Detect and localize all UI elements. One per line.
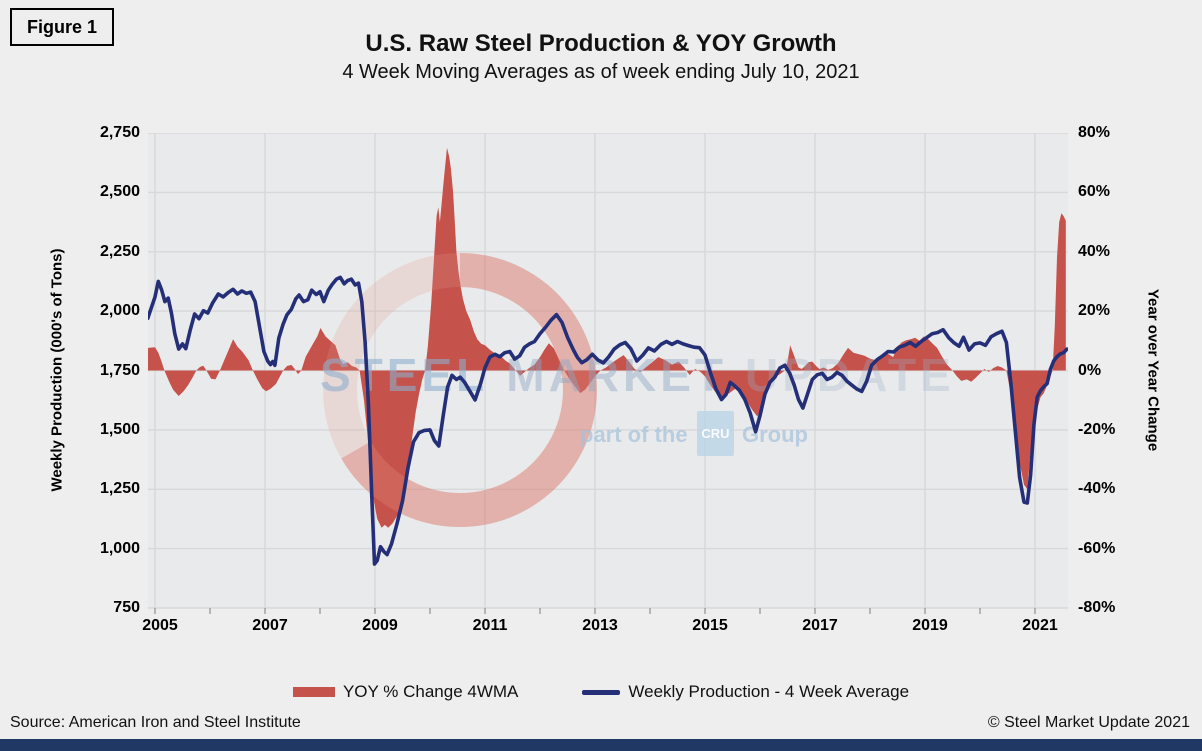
watermark-cru-box-icon [697,411,734,456]
footer-bar [0,739,1202,751]
y-axis-right-tick-label: 40% [1078,242,1111,260]
x-axis-tick-label: 2015 [692,617,728,634]
x-axis-tick-label: 2007 [252,617,288,634]
y-axis-right-tick-label: 20% [1078,302,1111,320]
y-axis-right-tick-label: 80% [1078,124,1111,141]
y-axis-right-tick-label: -40% [1078,480,1116,498]
y-axis-left-tick-label: 2,250 [99,242,140,260]
watermark-subtext-prefix: part of the [580,422,688,447]
y-axis-left-tick-label: 2,500 [99,183,140,201]
figure-label: Figure 1 [26,16,97,37]
watermark-cru-label: CRU [701,426,729,441]
watermark-ring-icon [323,253,597,527]
chart-legend: YOY % Change 4WMA Weekly Production - 4 … [0,682,1202,702]
source-note: Source: American Iron and Steel Institut… [10,714,301,731]
x-axis-tick-label: 2005 [142,617,178,634]
watermark-text: STEEL MARKET UPDATE [320,349,955,401]
y-axis-right-tick-label: -80% [1078,599,1116,616]
y-axis-left-tick-label: 2,750 [99,124,140,141]
chart-title: U.S. Raw Steel Production & YOY Growth [365,30,837,57]
legend-item-production: Weekly Production - 4 Week Average [582,682,909,702]
x-axis-tick-label: 2013 [582,617,618,634]
watermark-ring-arc-icon [341,253,597,527]
y-axis-right-tick-label: -20% [1078,420,1116,438]
y-axis-left-tick-label: 2,000 [99,302,140,320]
y-axis-left-tick-label: 1,000 [99,539,140,557]
x-axis-tick-label: 2011 [472,617,508,634]
legend-swatch-line-icon [582,689,621,695]
x-axis-tick-label: 2017 [802,617,838,634]
y-axis-right-tick-label: 0% [1078,361,1102,379]
legend-item-yoy: YOY % Change 4WMA [292,682,519,702]
x-axis-tick-label: 2021 [1022,617,1058,634]
legend-swatch-area-icon [292,687,335,697]
y-axis-left-tick-label: 750 [113,599,140,616]
legend-label-production: Weekly Production - 4 Week Average [628,682,910,701]
chart-subtitle: 4 Week Moving Averages as of week ending… [342,61,860,83]
production-line-series [148,275,1068,566]
y-axis-left-tick-label: 1,500 [99,420,140,438]
figure-label-box: Figure 1 [10,8,114,46]
copyright-note: © Steel Market Update 2021 [987,714,1190,731]
chart-canvas: STEEL MARKET UPDATE part of the CRU Group [148,133,1068,614]
x-axis-tick-label: 2019 [912,617,948,634]
y-axis-right-tick-label: 60% [1078,183,1111,201]
watermark-subtext-suffix: Group [742,422,808,447]
yoy-area-series [148,147,1066,528]
y-axis-left-tick-label: 1,750 [99,361,140,379]
y-axis-left-tick-label: 1,250 [99,480,140,498]
legend-label-yoy: YOY % Change 4WMA [342,682,519,701]
y-axis-right-tick-label: -60% [1078,539,1116,557]
x-axis-tick-label: 2009 [362,617,398,634]
